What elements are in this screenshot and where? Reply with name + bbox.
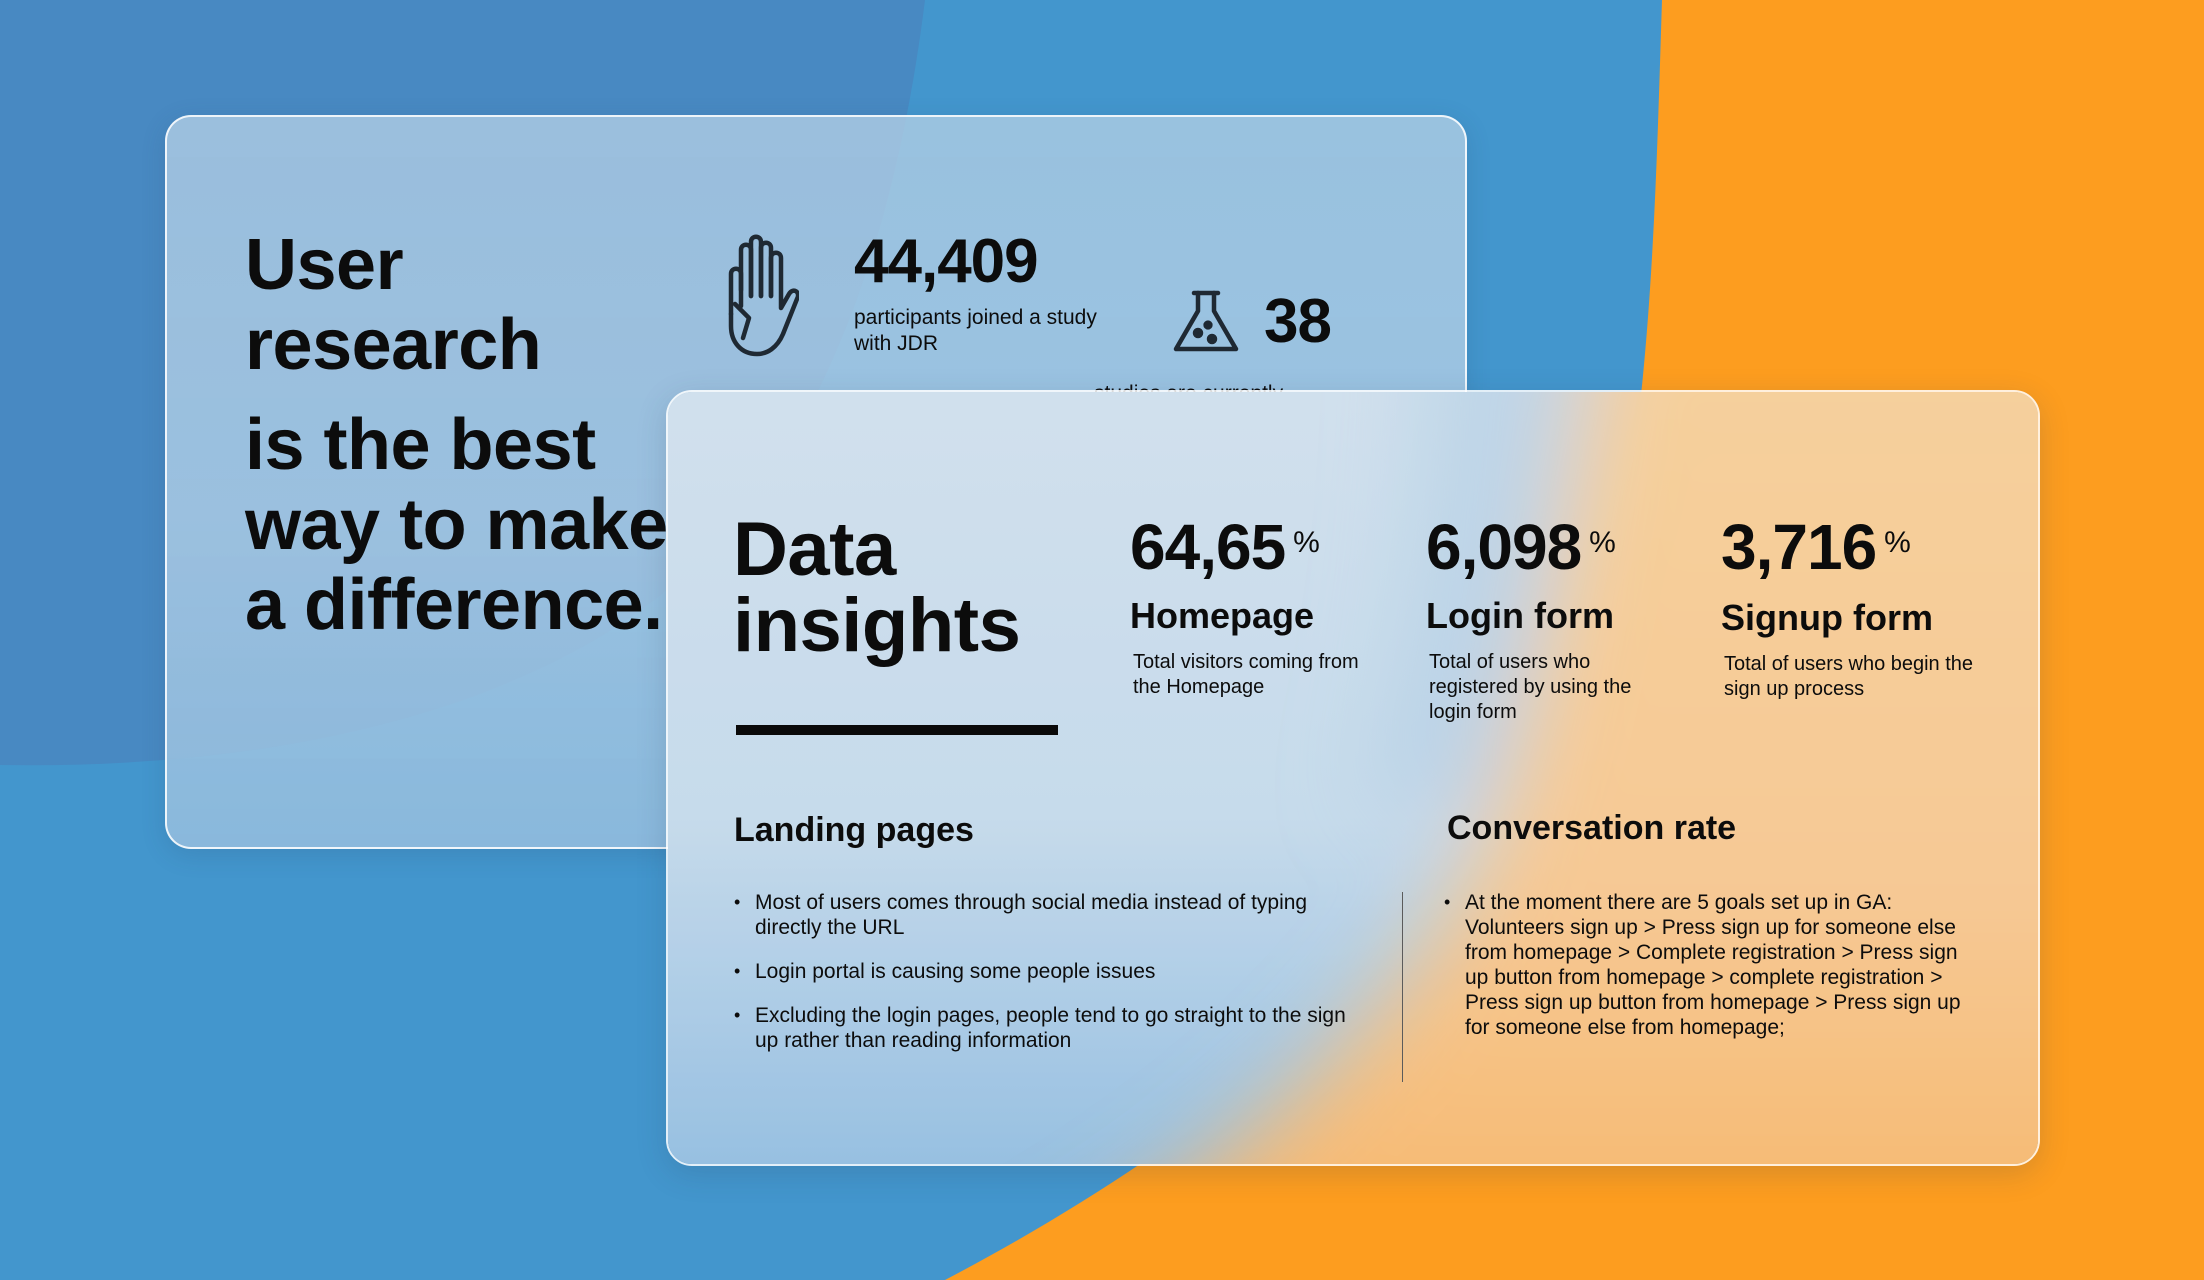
- studies-count: 38: [1264, 287, 1332, 356]
- list-item: Excluding the login pages, people tend t…: [734, 1003, 1354, 1053]
- signup-label: Signup form: [1721, 597, 1933, 638]
- participants-description: participants joined a study with JDR: [854, 306, 1097, 355]
- login-value-row: 6,098%: [1426, 512, 1666, 582]
- login-form-metric: 6,098% Login form Total of users who reg…: [1426, 512, 1666, 725]
- headline-primary: User research: [245, 225, 542, 385]
- signup-value: 3,716: [1721, 511, 1877, 583]
- homepage-value-row: 64,65%: [1130, 512, 1390, 582]
- homepage-label: Homepage: [1130, 595, 1315, 636]
- login-value: 6,098: [1426, 511, 1582, 583]
- participants-stat: 44,409 participants joined a study with …: [854, 227, 1114, 357]
- homepage-unit: %: [1293, 526, 1320, 559]
- list-item: Most of users comes through social media…: [734, 890, 1354, 940]
- signup-unit: %: [1884, 526, 1911, 559]
- hand-icon: [723, 234, 801, 365]
- list-item: At the moment there are 5 goals set up i…: [1444, 890, 1974, 1040]
- title-underline: [736, 725, 1058, 735]
- participants-count: 44,409: [854, 227, 1039, 296]
- homepage-value: 64,65: [1130, 511, 1286, 583]
- conversion-rate-heading: Conversation rate: [1447, 809, 1737, 847]
- conversion-rate-list: At the moment there are 5 goals set up i…: [1444, 890, 1974, 1059]
- flask-icon: [1172, 289, 1240, 360]
- landing-pages-heading: Landing pages: [734, 811, 974, 849]
- data-insights-title: Data insights: [733, 507, 1021, 668]
- headline-secondary: is the best way to make a difference.: [245, 405, 668, 645]
- login-description: Total of users who registered by using t…: [1429, 651, 1632, 723]
- signup-value-row: 3,716%: [1721, 512, 2001, 582]
- signup-description: Total of users who begin the sign up pro…: [1724, 653, 1974, 700]
- login-label: Login form: [1426, 595, 1614, 636]
- section-divider: [1402, 892, 1403, 1082]
- signup-form-metric: 3,716% Signup form Total of users who be…: [1721, 512, 2001, 702]
- homepage-description: Total visitors coming from the Homepage: [1133, 651, 1359, 698]
- data-insights-card: Data insights 64,65% Homepage Total visi…: [666, 390, 2040, 1166]
- landing-pages-list: Most of users comes through social media…: [734, 890, 1354, 1072]
- homepage-metric: 64,65% Homepage Total visitors coming fr…: [1130, 512, 1390, 700]
- list-item: Login portal is causing some people issu…: [734, 959, 1354, 984]
- studies-stat: 38 studies are currently: [1094, 287, 1412, 407]
- login-unit: %: [1589, 526, 1616, 559]
